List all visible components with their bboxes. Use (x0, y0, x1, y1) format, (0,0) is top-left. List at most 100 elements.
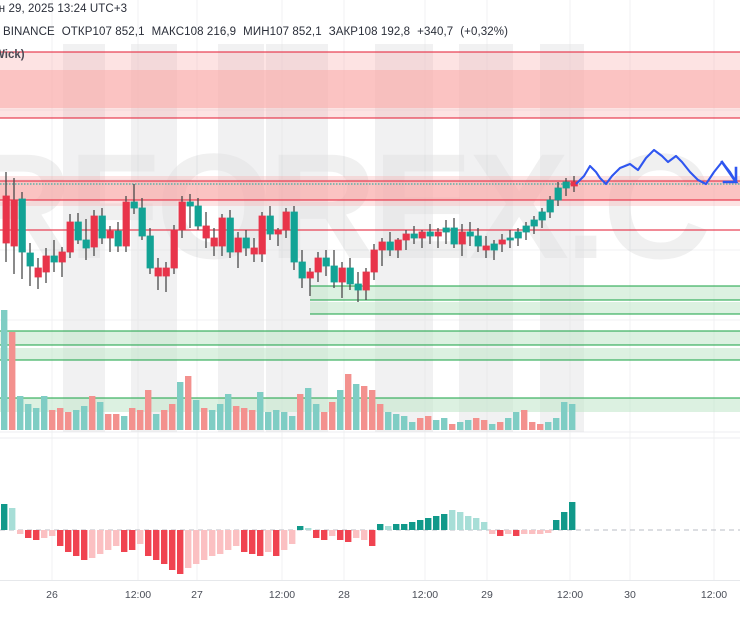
macd-histogram-bar (273, 530, 280, 556)
macd-histogram-bar (217, 530, 224, 554)
candle-body (426, 231, 434, 237)
candle-body (322, 257, 330, 267)
forecast-projection-line (575, 148, 737, 186)
candle-body (290, 211, 298, 263)
x-axis[interactable]: 26 12:00 27 12:00 28 12:00 29 12:00 30 12:00 (0, 580, 740, 621)
volume-panel[interactable] (0, 300, 740, 432)
volume-bar (473, 418, 480, 430)
macd-histogram-bar (57, 530, 64, 546)
candle-body (42, 255, 50, 273)
candle-body (186, 201, 194, 207)
candle-body (210, 237, 218, 247)
volume-bar (89, 396, 96, 430)
site-watermark: RFOREX.C (0, 122, 711, 290)
macd-histogram-bar (449, 510, 456, 530)
forecast-arrow-icon (720, 160, 739, 184)
volume-bar (241, 408, 248, 430)
macd-histogram-bar (321, 530, 328, 540)
volume-bar (217, 404, 224, 430)
x-axis-tick-label: 12:00 (268, 589, 296, 601)
candle-body (330, 265, 338, 283)
volume-bar (537, 424, 544, 430)
candle-body (490, 243, 498, 251)
candle-body (242, 237, 250, 249)
volume-bar (233, 406, 240, 430)
candle-body (394, 239, 402, 251)
volume-bar (25, 404, 32, 430)
volume-bar (489, 424, 496, 430)
macd-histogram-bar (73, 530, 80, 556)
volume-bar (441, 418, 448, 430)
volume-bar (313, 404, 320, 430)
session-shade-band (131, 44, 177, 432)
volume-bar (193, 400, 200, 430)
candle-body (106, 230, 114, 239)
volume-bar (329, 402, 336, 430)
volume-bar (177, 382, 184, 430)
macd-histogram-bar (393, 524, 400, 530)
macd-histogram-bar (201, 530, 208, 560)
macd-histogram-bar (457, 512, 464, 530)
macd-histogram-bar (369, 530, 376, 546)
macd-histogram-bar (385, 526, 392, 530)
macd-histogram-bar (361, 530, 368, 540)
macd-histogram-bar (569, 502, 576, 530)
price-panel[interactable] (0, 44, 740, 432)
volume-bar (113, 414, 120, 430)
macd-histogram-bar (521, 530, 528, 534)
volume-bar (81, 406, 88, 430)
candle-body (274, 229, 282, 235)
candle-body (546, 199, 554, 213)
volume-bar (225, 394, 232, 430)
volume-bar (337, 390, 344, 430)
volume-bar (457, 422, 464, 430)
macd-histogram-bar (401, 524, 408, 530)
macd-histogram-bar (433, 516, 440, 530)
candle-body (34, 267, 42, 278)
volume-bar (209, 410, 216, 430)
candle-body (362, 271, 370, 291)
volume-bar (145, 390, 152, 430)
macd-histogram-bar (289, 530, 296, 544)
volume-bar (49, 410, 56, 430)
candle-body (130, 201, 138, 209)
x-axis-tick-label: 12:00 (124, 589, 152, 601)
volume-bar (265, 412, 272, 430)
candle-body (402, 233, 410, 241)
macd-histogram-bar (481, 522, 488, 530)
macd-histogram-bar (297, 526, 304, 530)
volume-bar (353, 384, 360, 430)
volume-bar (257, 392, 264, 430)
candle-body (26, 252, 34, 267)
candle-body (146, 235, 154, 269)
macd-histogram-bar (241, 530, 248, 552)
macd-histogram-bar (1, 504, 8, 530)
volume-bar (201, 408, 208, 430)
x-axis-tick-label: 12:00 (411, 589, 439, 601)
volume-bar (57, 408, 64, 430)
volume-bar (409, 422, 416, 430)
volume-bar (289, 416, 296, 430)
candle-body (50, 255, 58, 263)
volume-bar (361, 386, 368, 430)
candle-body (74, 221, 82, 241)
volume-bar (377, 404, 384, 430)
macd-histogram-bar (345, 530, 352, 542)
volume-bar (481, 420, 488, 430)
volume-bar (9, 332, 16, 430)
candle-body (282, 211, 290, 231)
candle-body (474, 235, 482, 247)
macd-histogram-bar (561, 512, 568, 530)
candle-body (562, 181, 570, 189)
candle-body (338, 267, 346, 283)
candle-body (434, 231, 442, 237)
macd-histogram-bar (65, 530, 72, 552)
macd-histogram-bar (49, 530, 56, 536)
candle-body (498, 239, 506, 245)
volume-bar (393, 414, 400, 430)
volume-bar (153, 414, 160, 430)
macd-histogram-bar (537, 530, 544, 534)
macd-histogram-bar (9, 508, 16, 530)
macd-panel[interactable] (0, 440, 740, 580)
